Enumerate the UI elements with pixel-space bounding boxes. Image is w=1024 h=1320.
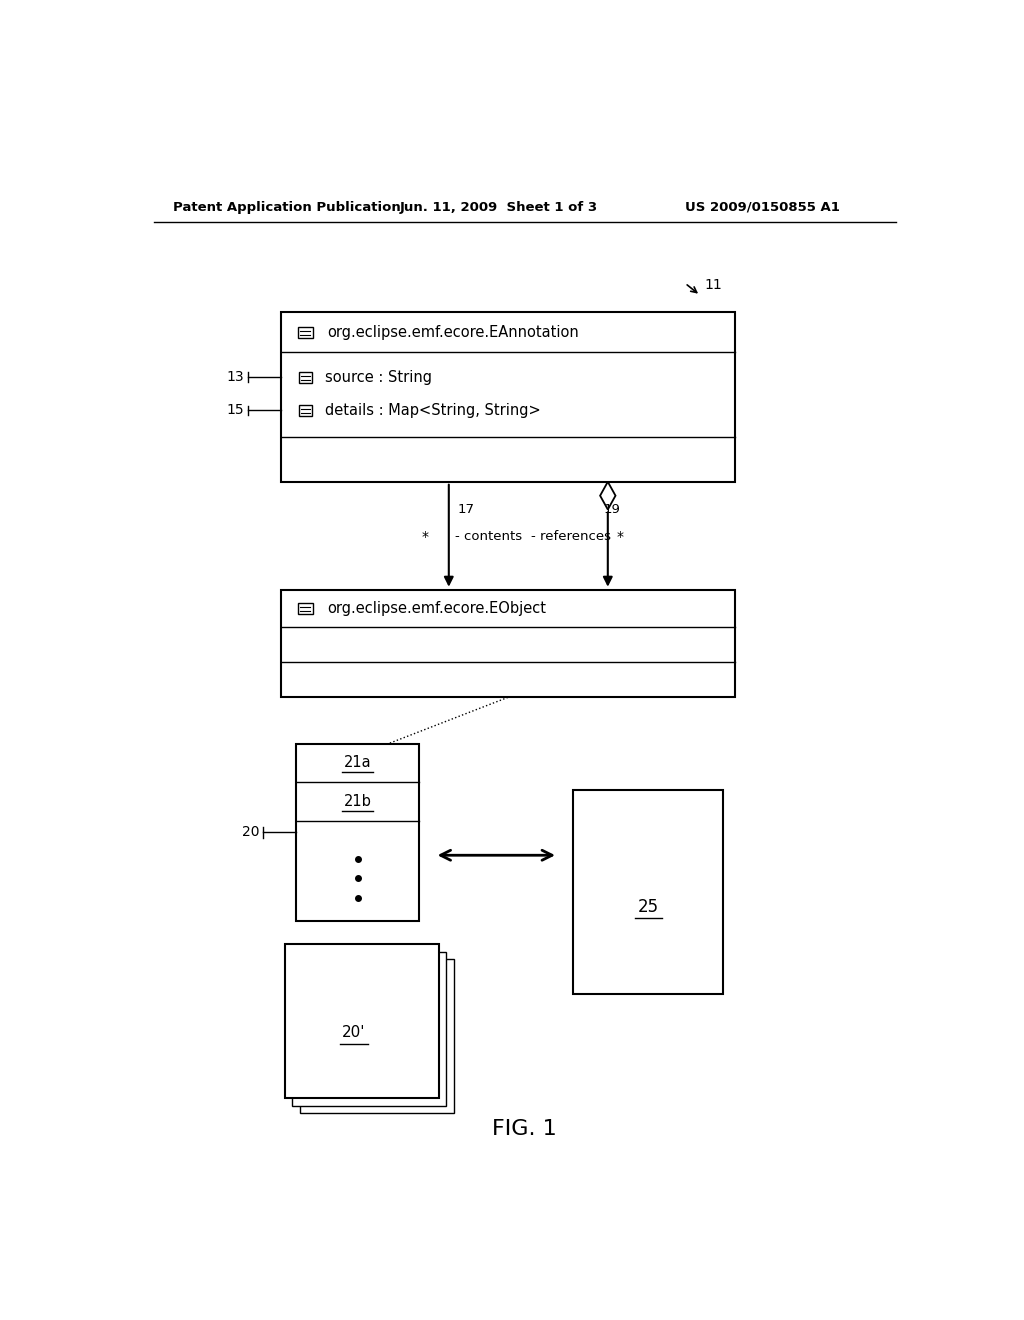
Bar — [300, 960, 454, 1113]
Text: details : Map<String, String>: details : Map<String, String> — [326, 403, 541, 417]
Text: 25: 25 — [638, 898, 659, 916]
Bar — [299, 371, 312, 383]
Text: 20: 20 — [243, 825, 260, 840]
Text: FIG. 1: FIG. 1 — [493, 1118, 557, 1139]
Text: 21b: 21b — [344, 793, 372, 809]
Bar — [298, 602, 312, 614]
Bar — [281, 590, 735, 697]
Text: 21a: 21a — [344, 755, 372, 771]
Text: *: * — [422, 529, 429, 544]
Text: - contents: - contents — [455, 529, 522, 543]
Text: 15: 15 — [227, 403, 245, 417]
Bar — [281, 313, 735, 482]
Text: *: * — [617, 529, 624, 544]
Text: Patent Application Publication: Patent Application Publication — [173, 201, 400, 214]
Bar — [285, 944, 438, 1098]
Bar — [292, 952, 446, 1105]
Bar — [573, 789, 724, 994]
Text: 20': 20' — [342, 1024, 366, 1040]
Text: Jun. 11, 2009  Sheet 1 of 3: Jun. 11, 2009 Sheet 1 of 3 — [400, 201, 598, 214]
Text: org.eclipse.emf.ecore.EAnnotation: org.eclipse.emf.ecore.EAnnotation — [327, 325, 579, 341]
Text: source : String: source : String — [326, 370, 432, 384]
Text: 19: 19 — [604, 503, 621, 516]
Text: 11: 11 — [705, 277, 722, 292]
Bar — [296, 743, 419, 921]
Text: 17: 17 — [458, 503, 475, 516]
Text: - references: - references — [530, 529, 610, 543]
Bar — [299, 405, 312, 416]
Text: US 2009/0150855 A1: US 2009/0150855 A1 — [685, 201, 840, 214]
Bar — [298, 327, 312, 338]
Text: org.eclipse.emf.ecore.EObject: org.eclipse.emf.ecore.EObject — [327, 601, 546, 615]
Text: 13: 13 — [227, 370, 245, 384]
